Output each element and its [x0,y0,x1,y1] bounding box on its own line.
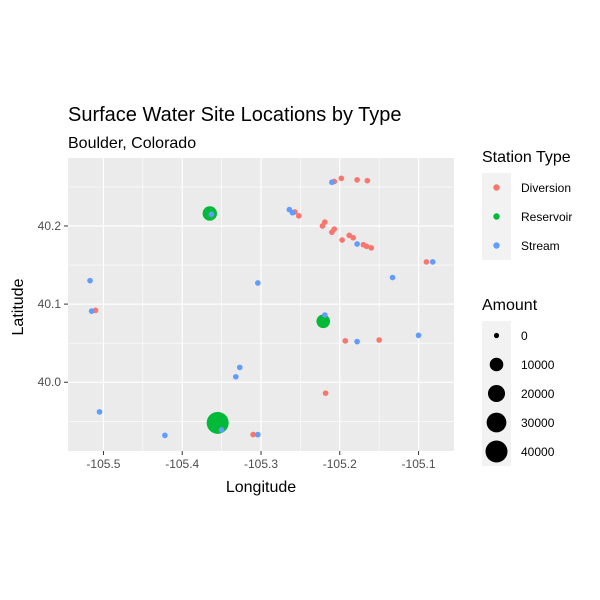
color-legend: Diversion Reservoir Stream [482,173,572,260]
x-tick-label: -105.1 [402,457,436,471]
data-point-reservoir [316,314,331,329]
y-tick-label: 40.0 [38,375,62,389]
data-point-diversion [376,337,382,343]
size-legend-label: 10000 [521,358,555,372]
data-point-stream [354,241,360,247]
legend-key-reservoir [493,213,500,220]
data-point-diversion [423,259,430,265]
data-point-diversion [319,223,326,229]
data-point-stream [218,427,225,433]
data-point-stream [329,179,335,186]
data-point-diversion [350,234,356,241]
size-legend-key [493,332,500,339]
data-point-stream [429,259,436,265]
data-point-diversion [342,338,349,344]
size-legend-label: 20000 [521,387,555,401]
data-point-diversion [338,175,345,182]
data-point-diversion [368,245,375,251]
y-tick-label: 40.1 [38,297,62,311]
data-point-stream [289,209,296,216]
data-point-diversion [329,229,335,236]
data-point-stream [415,332,422,339]
data-point-diversion [295,212,302,219]
size-legend-title: Amount [482,297,538,314]
data-point-stream [87,277,93,284]
data-point-stream [255,280,261,286]
data-point-stream [88,308,95,314]
legend-key-diversion [493,184,500,191]
legend-key-stream [493,242,500,249]
legend-label: Reservoir [521,210,572,224]
data-point-stream [321,312,328,318]
x-tick-label: -105.4 [165,457,199,471]
size-legend-key [487,384,506,403]
size-legend-key [489,357,504,372]
data-point-diversion [339,237,345,243]
size-legend-label: 40000 [521,445,555,459]
x-axis-title: Longitude [226,479,296,496]
plot-panel [68,158,454,451]
chart-subtitle: Boulder, Colorado [68,135,196,152]
size-legend-label: 30000 [521,416,555,430]
size-legend-key [485,440,508,463]
data-point-diversion [363,243,370,250]
data-point-reservoir [206,411,229,434]
size-legend-key [486,412,507,433]
legend-label: Diversion [521,181,571,195]
data-point-diversion [354,177,360,183]
data-point-diversion [364,177,371,184]
x-tick-label: -105.2 [323,457,357,471]
data-point-stream [255,431,261,438]
legend-label: Stream [521,239,560,253]
data-point-stream [162,432,168,439]
color-legend-title: Station Type [482,149,571,166]
axes: -105.5 -105.4 -105.3 -105.2 -105.1 40.0 40.1 40… [38,219,436,471]
data-points [87,175,436,439]
data-point-stream [208,211,215,218]
y-tick-label: 40.2 [38,219,62,233]
data-point-stream [96,409,103,415]
size-legend-label: 0 [521,329,528,343]
data-point-stream [232,373,239,380]
x-tick-label: -105.3 [244,457,278,471]
chart-title: Surface Water Site Locations by Type [68,104,402,126]
data-point-diversion [322,390,329,397]
data-point-diversion [250,431,256,438]
y-axis-title: Latitude [10,278,27,335]
data-point-stream [389,274,396,281]
data-point-stream [236,364,243,371]
x-tick-label: -105.5 [86,457,120,471]
data-point-stream [354,338,360,345]
size-legend: 0 10000 20000 30000 40000 [482,321,555,466]
